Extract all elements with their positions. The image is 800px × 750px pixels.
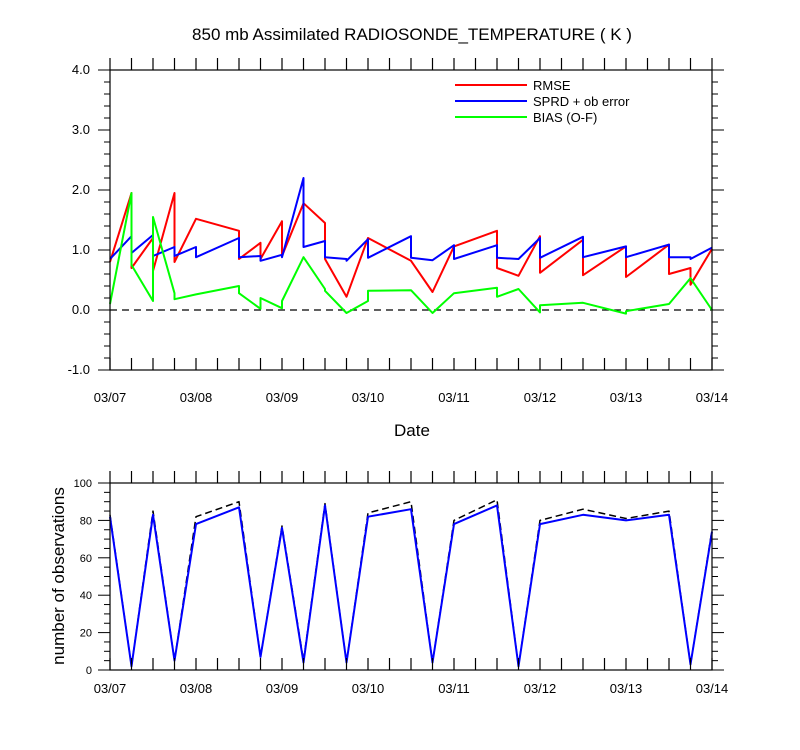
y-tick-label: 3.0	[72, 122, 90, 137]
x-tick-label: 03/14	[696, 390, 729, 405]
y-tick-label: 60	[80, 553, 92, 565]
x-tick-label: 03/12	[524, 390, 557, 405]
top-tick-group: 03/07 03/08 03/09 03/10 03/11 03/12 03/13 03/14…	[68, 58, 729, 405]
y-tick-label: 40	[80, 590, 92, 602]
bottom-panel: 03/07 03/08 03/09 03/10 03/11 03/12 03/13 03/14…	[49, 471, 728, 696]
x-axis-label: Date	[394, 421, 430, 440]
series-line-bias-o-f-	[109, 192, 713, 315]
y-tick-label: 20	[80, 628, 92, 640]
y-tick-label: 100	[74, 478, 92, 490]
legend-label: SPRD + ob error	[533, 94, 630, 109]
x-tick-label: 03/08	[180, 681, 213, 696]
x-tick-label: 03/09	[266, 681, 299, 696]
y-axis-label: number of observations	[49, 487, 68, 665]
y-tick-label: 2.0	[72, 182, 90, 197]
series-line-assimilated	[109, 504, 713, 668]
chart-title: 850 mb Assimilated RADIOSONDE_TEMPERATUR…	[192, 25, 632, 44]
y-tick-label: 4.0	[72, 62, 90, 77]
series-line-sprd-ob-error	[109, 177, 713, 262]
x-tick-label: 03/10	[352, 390, 385, 405]
series-line-possible	[109, 499, 713, 668]
y-tick-label: 0	[86, 665, 92, 677]
y-tick-label: 1.0	[72, 242, 90, 257]
top-panel: 03/07 03/08 03/09 03/10 03/11 03/12 03/13 03/14…	[68, 58, 729, 440]
x-tick-label: 03/10	[352, 681, 385, 696]
bottom-tick-group: 03/07 03/08 03/09 03/10 03/11 03/12 03/13 03/14…	[74, 471, 729, 696]
x-tick-label: 03/09	[266, 390, 299, 405]
x-tick-label: 03/11	[438, 681, 470, 696]
top-series-group	[109, 177, 713, 315]
x-tick-label: 03/07	[94, 390, 127, 405]
legend-label: BIAS (O-F)	[533, 110, 597, 125]
x-tick-label: 03/13	[610, 390, 643, 405]
bottom-series-group	[109, 499, 713, 668]
legend-label: RMSE	[533, 78, 571, 93]
x-tick-label: 03/14	[696, 681, 729, 696]
x-tick-label: 03/13	[610, 681, 643, 696]
x-tick-label: 03/08	[180, 390, 213, 405]
x-tick-label: 03/11	[438, 390, 470, 405]
y-tick-label: 0.0	[72, 302, 90, 317]
y-tick-label: -1.0	[68, 362, 90, 377]
y-tick-label: 80	[80, 515, 92, 527]
x-tick-label: 03/12	[524, 681, 557, 696]
x-tick-label: 03/07	[94, 681, 127, 696]
